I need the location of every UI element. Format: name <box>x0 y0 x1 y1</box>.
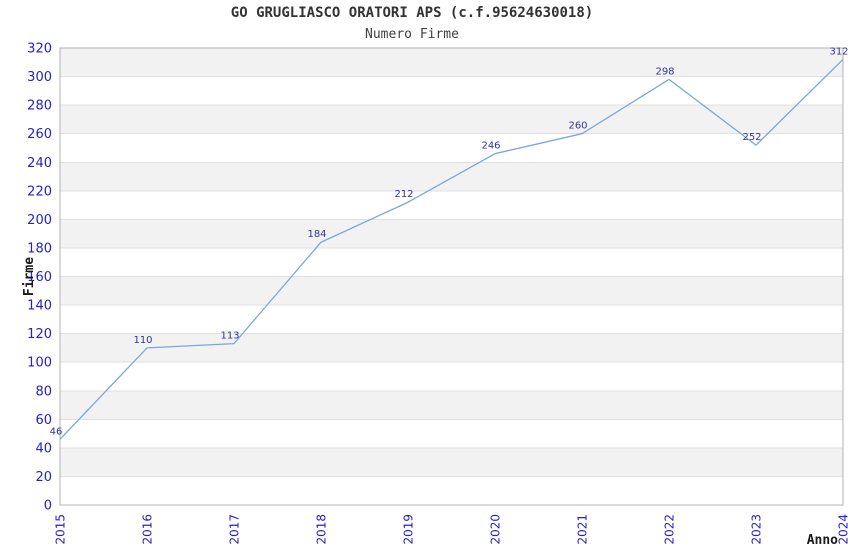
y-tick-label: 0 <box>44 499 52 514</box>
point-label: 260 <box>568 121 587 132</box>
x-tick-label: 2020 <box>489 514 503 545</box>
point-label: 298 <box>655 66 674 77</box>
plot-band <box>60 105 843 134</box>
y-tick-label: 280 <box>27 99 52 114</box>
x-tick-label: 2023 <box>750 514 764 545</box>
chart-title: GO GRUGLIASCO ORATORI APS (c.f.956246300… <box>230 5 594 21</box>
plot-band <box>60 333 843 363</box>
plot-band <box>60 390 843 420</box>
data-line <box>59 58 844 440</box>
y-tick-label: 100 <box>27 356 52 371</box>
x-tick-label: 2017 <box>228 514 242 545</box>
point-label: 252 <box>742 132 761 143</box>
plot-band <box>60 447 843 477</box>
point-label: 46 <box>50 426 63 437</box>
y-tick-label: 320 <box>27 42 52 57</box>
x-tick-label: 2022 <box>663 514 677 545</box>
y-tick-label: 300 <box>27 70 52 85</box>
point-label: 246 <box>481 141 500 152</box>
chart-subtitle: Numero Firme <box>365 27 459 42</box>
x-tick-label: 2016 <box>141 514 155 545</box>
point-label: 113 <box>220 331 239 342</box>
x-tick-label: 2015 <box>54 514 68 545</box>
x-axis-title: Anno <box>807 533 838 548</box>
y-tick-label: 120 <box>27 327 52 342</box>
y-axis-title: Firme <box>22 257 37 296</box>
y-tick-label: 140 <box>27 299 52 314</box>
y-tick-label: 260 <box>27 127 52 142</box>
plot-band <box>60 162 843 191</box>
x-tick-label: 2024 <box>837 514 850 545</box>
point-label: 184 <box>307 229 326 240</box>
x-tick-label: 2019 <box>402 514 416 545</box>
y-tick-label: 220 <box>27 184 52 199</box>
plot-band <box>60 48 843 77</box>
y-tick-label: 80 <box>35 384 52 399</box>
y-tick-label: 160 <box>27 270 52 285</box>
plot-band <box>60 219 843 248</box>
y-tick-label: 60 <box>35 413 52 428</box>
y-tick-label: 40 <box>35 441 52 456</box>
x-tick-label: 2018 <box>315 514 329 545</box>
y-tick-label: 240 <box>27 156 52 171</box>
y-tick-label: 200 <box>27 213 52 228</box>
plot-band <box>60 276 843 306</box>
point-label: 110 <box>133 335 152 346</box>
point-label: 312 <box>829 46 848 57</box>
plot-border <box>59 47 844 506</box>
y-tick-label: 180 <box>27 241 52 256</box>
x-tick-label: 2021 <box>576 514 590 545</box>
point-label: 212 <box>394 189 413 200</box>
y-tick-label: 20 <box>35 470 52 485</box>
